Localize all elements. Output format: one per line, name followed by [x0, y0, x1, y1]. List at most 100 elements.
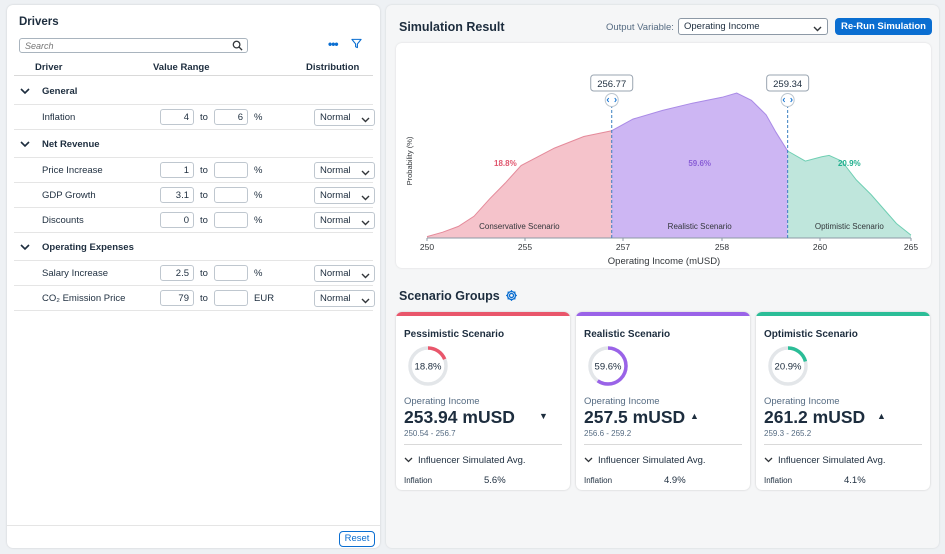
distribution-select[interactable]: Normal: [314, 187, 375, 204]
scenario-donut: 20.9%: [765, 343, 811, 392]
influencer-value: 5.6%: [484, 475, 506, 486]
chevron-down-icon: [404, 455, 413, 466]
gear-icon[interactable]: [505, 289, 518, 305]
distribution-select[interactable]: Normal: [314, 265, 375, 282]
marker-label: 256.77: [597, 79, 626, 90]
influencer-name: Inflation: [584, 476, 613, 485]
group-row[interactable]: Operating Expenses: [14, 233, 373, 261]
distribution-value: Normal: [320, 112, 351, 123]
driver-name: Price Increase: [42, 165, 103, 176]
range-from-input[interactable]: 79: [160, 290, 194, 306]
influencer-toggle[interactable]: Influencer Simulated Avg.: [764, 455, 886, 466]
range-from-input[interactable]: 2.5: [160, 265, 194, 281]
region-percent: 59.6%: [688, 159, 711, 168]
chevron-down-icon[interactable]: [20, 140, 30, 151]
filter-icon[interactable]: [351, 38, 362, 52]
distribution-select[interactable]: Normal: [314, 212, 375, 229]
region-name: Optimistic Scenario: [815, 222, 884, 231]
region-name: Realistic Scenario: [668, 222, 733, 231]
driver-row: GDP Growth 3.1 to% Normal: [14, 183, 375, 208]
scenario-percent: 18.8%: [415, 362, 442, 373]
distribution-select[interactable]: Normal: [314, 290, 375, 307]
rerun-simulation-button[interactable]: Re-Run Simulation: [835, 18, 932, 35]
driver-row: Discounts 0 to% Normal: [14, 208, 375, 233]
group-label: General: [42, 86, 78, 97]
group-row[interactable]: General: [14, 77, 373, 105]
driver-name: GDP Growth: [42, 190, 96, 201]
range-from-input[interactable]: 0: [160, 212, 194, 228]
scenario-card[interactable]: Realistic Scenario 59.6% Operating Income 2…: [576, 312, 750, 490]
trend-icon: ▲: [690, 411, 699, 421]
simulation-panel: Simulation Result Output Variable: Opera…: [386, 5, 939, 548]
range-to-input[interactable]: [214, 187, 248, 203]
x-tick-label: 257: [616, 242, 630, 252]
marker-handle: [780, 93, 795, 107]
influencer-toggle[interactable]: Influencer Simulated Avg.: [584, 455, 706, 466]
range-to-input[interactable]: [214, 162, 248, 178]
simulation-chart-card: Conservative Scenario 18.8% Realistic Scen…: [396, 43, 931, 268]
range-to-input[interactable]: 6: [214, 109, 248, 125]
operating-income-value: 253.94 mUSD: [404, 407, 515, 427]
reset-button[interactable]: Reset: [339, 531, 375, 547]
scenario-groups-title: Scenario Groups: [399, 289, 500, 303]
range-from-input[interactable]: 3.1: [160, 187, 194, 203]
driver-row: CO₂ Emission Price 79 to EUR Normal: [14, 286, 375, 311]
range-to-input[interactable]: [214, 265, 248, 281]
scenario-color-bar: [396, 312, 570, 316]
trend-icon: ▼: [539, 411, 548, 421]
distribution-region: [611, 93, 788, 238]
range-from-input[interactable]: 1: [160, 162, 194, 178]
group-row[interactable]: Net Revenue: [14, 130, 373, 158]
group-label: Operating Expenses: [42, 242, 134, 253]
range-to-label: to: [200, 268, 208, 279]
range-to-input[interactable]: [214, 290, 248, 306]
output-variable-select[interactable]: Operating Income: [678, 18, 828, 35]
column-header-driver[interactable]: Driver: [35, 62, 63, 73]
driver-row: Inflation 4 to 6% Normal: [14, 105, 375, 130]
search-input[interactable]: [20, 39, 220, 52]
unit-label: %: [254, 190, 263, 201]
influencer-label: Influencer Simulated Avg.: [418, 455, 526, 466]
range-to-input[interactable]: [214, 212, 248, 228]
unit-label: %: [254, 112, 263, 123]
chevron-down-icon: [361, 218, 370, 229]
influencer-name: Inflation: [404, 476, 433, 485]
marker-label-box: [766, 74, 810, 92]
scenario-card[interactable]: Pessimistic Scenario 18.8% Operating Incom…: [396, 312, 570, 490]
trend-icon: ▲: [877, 411, 886, 421]
scenario-name: Optimistic Scenario: [764, 329, 858, 340]
scenario-color-bar: [756, 312, 930, 316]
output-variable-label: Output Variable:: [606, 22, 674, 33]
scenario-percent: 20.9%: [775, 362, 802, 373]
distribution-select[interactable]: Normal: [314, 109, 375, 126]
column-header-distribution[interactable]: Distribution: [306, 62, 360, 73]
x-tick-label: 255: [518, 242, 532, 252]
distribution-chart: Conservative Scenario 18.8% Realistic Scen…: [405, 74, 918, 267]
search-field[interactable]: [19, 38, 248, 53]
scenario-card[interactable]: Optimistic Scenario 20.9% Operating Income…: [756, 312, 930, 490]
range-from-input[interactable]: 4: [160, 109, 194, 125]
more-options-icon[interactable]: •••: [328, 37, 339, 51]
chevron-down-icon: [361, 193, 370, 204]
operating-income-value: 261.2 mUSD: [764, 407, 866, 427]
x-tick-label: 265: [904, 242, 918, 252]
range-to-label: to: [200, 190, 208, 201]
card-divider: [404, 444, 562, 445]
distribution-value: Normal: [320, 190, 351, 201]
driver-name: Salary Increase: [42, 268, 109, 279]
drivers-panel: Drivers ••• Driver Value Range Distribut…: [7, 5, 380, 548]
drag-handle-icon: [782, 97, 793, 103]
chevron-down-icon: [361, 168, 370, 179]
driver-row: Salary Increase 2.5 to% Normal: [14, 261, 375, 286]
chevron-down-icon: [764, 455, 773, 466]
distribution-select[interactable]: Normal: [314, 162, 375, 179]
value-range: 256.6 - 259.2: [584, 429, 632, 438]
chevron-down-icon: [361, 115, 370, 126]
value-range: 250.54 - 256.7: [404, 429, 456, 438]
influencer-value: 4.1%: [844, 475, 866, 486]
column-header-value-range[interactable]: Value Range: [153, 62, 210, 73]
search-icon[interactable]: [232, 40, 243, 54]
influencer-toggle[interactable]: Influencer Simulated Avg.: [404, 455, 526, 466]
chevron-down-icon[interactable]: [20, 87, 30, 98]
chevron-down-icon[interactable]: [20, 243, 30, 254]
